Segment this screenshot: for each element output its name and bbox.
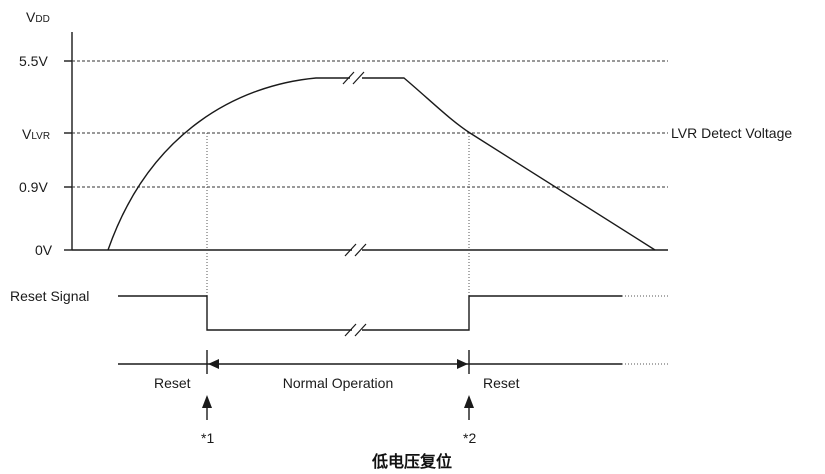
- lvr-detect-label: LVR Detect Voltage: [671, 125, 792, 141]
- phase-normal-operation: Normal Operation: [283, 375, 394, 391]
- reset-signal-label: Reset Signal: [10, 288, 89, 304]
- phase-reset-right: Reset: [483, 375, 520, 391]
- level-label-vlvr-main: V: [22, 126, 32, 142]
- marker-label-2: *2: [463, 430, 476, 446]
- level-label-5v5: 5.5V: [19, 53, 48, 69]
- phase-reset-left: Reset: [154, 375, 191, 391]
- normal-op-arrow-right: [457, 359, 468, 369]
- y-axis-title-main: V: [26, 9, 36, 25]
- reset-signal-waveform-left: [118, 295, 352, 331]
- level-label-0v9: 0.9V: [19, 179, 48, 195]
- marker-arrow-2: [464, 395, 474, 420]
- marker-label-1: *1: [201, 430, 214, 446]
- diagram-caption: 低电压复位: [371, 452, 452, 471]
- normal-op-arrow-left: [208, 359, 219, 369]
- level-label-vlvr: VLVR: [22, 126, 50, 142]
- baseline-break-mark: [344, 243, 367, 257]
- vdd-break-mark: [342, 71, 365, 85]
- marker-arrow-1: [202, 395, 212, 420]
- y-axis-title: VDD: [26, 9, 50, 25]
- level-label-0v: 0V: [35, 242, 53, 258]
- reset-signal-break-mark: [344, 323, 367, 337]
- level-label-vlvr-sub: LVR: [31, 131, 50, 142]
- vdd-rise-curve: [107, 77, 350, 251]
- vdd-fall-curve: [362, 77, 656, 251]
- y-axis-title-sub: DD: [35, 14, 49, 25]
- reset-signal-waveform-right: [362, 295, 622, 331]
